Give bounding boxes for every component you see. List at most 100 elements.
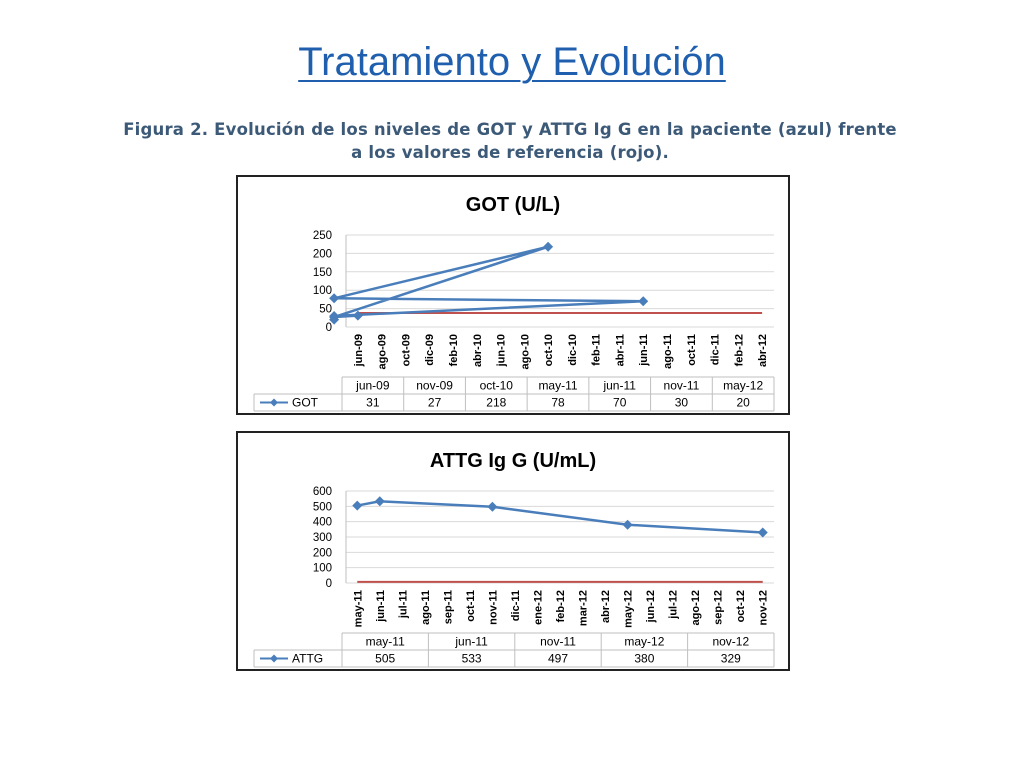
attg-x-tick-label: mar-12 [578,590,590,626]
got-y-tick-label: 250 [313,230,332,242]
attg-x-tick-label: dic-11 [510,590,522,621]
attg-chart: ATTG Ig G (U/mL) 0 100 200 300 400 500 600 may-1… [236,431,790,671]
got-legend-label: GOT [292,396,319,410]
got-table-value: 78 [551,396,565,410]
attg-x-tick-label: jun-11 [375,590,387,623]
attg-x-tick-label: oct-12 [735,590,747,622]
got-y-tick-label: 200 [313,248,332,260]
attg-legend-label: ATTG [292,652,323,666]
got-table-value: 20 [736,396,750,410]
attg-x-tick-label: jul-12 [668,590,680,620]
got-x-tick-label: feb-10 [448,334,460,366]
got-chart-title: GOT (U/L) [466,194,560,216]
got-x-tick-label: oct-09 [400,334,412,366]
got-x-tick-label: dic-09 [424,334,436,366]
attg-table-value: 497 [548,652,568,666]
got-table-header: may-11 [538,379,577,393]
got-data-point [329,314,340,325]
got-x-tick-label: ago-11 [662,334,674,369]
attg-x-tick-label: abr-12 [600,590,612,623]
got-x-tick-label: ago-10 [519,334,531,369]
got-legend-marker [270,398,278,407]
attg-table-value: 505 [375,652,395,666]
attg-table-header: may-11 [366,635,405,649]
got-x-tick-label: dic-10 [567,334,579,366]
attg-table-header: may-12 [624,635,664,649]
got-table-value: 70 [613,396,627,410]
got-data-point [352,310,363,321]
got-data-point [543,241,554,252]
attg-table-value: 380 [634,652,654,666]
attg-table-value: 533 [462,652,482,666]
got-x-tick-label: feb-11 [591,334,603,366]
attg-table-header: nov-11 [540,635,576,649]
attg-data-point [352,500,363,511]
attg-x-tick-label: may-11 [352,590,364,627]
got-table-value: 30 [675,396,689,410]
attg-data-table: may-11 505 jun-11 533 nov-11 497 may-12 380 nov-… [253,632,775,668]
attg-table-header: jun-11 [454,635,488,649]
attg-chart-svg: ATTG Ig G (U/mL) 0 100 200 300 400 500 600 may-1… [253,450,775,668]
got-x-tick-label: jun-09 [353,334,365,367]
figure-caption-line-2: a los valores de referencia (rojo). [351,143,669,162]
attg-x-tick-label: nov-11 [487,590,499,625]
attg-x-tick-label: jun-12 [645,590,657,623]
got-x-tick-label: abr-12 [757,334,769,367]
attg-table-header: nov-12 [712,635,749,649]
got-x-tick-label: dic-11 [710,334,722,365]
attg-data-point [487,501,498,512]
got-x-tick-label: jun-10 [496,334,508,367]
got-table-header: jun-11 [602,379,636,393]
attg-x-tick-label: ago-12 [690,590,702,625]
attg-x-tick-label: sep-12 [713,590,725,625]
got-x-tick-label: ago-09 [377,334,389,369]
got-y-tick-label: 50 [319,304,332,316]
attg-x-tick-label: ene-12 [532,590,544,625]
got-y-tick-label: 0 [326,322,332,334]
got-x-tick-label: oct-10 [543,334,555,366]
got-y-tick-label: 100 [313,285,332,297]
attg-y-tick-label: 500 [313,501,332,513]
got-data-point [329,293,340,304]
attg-y-tick-label: 200 [313,547,332,559]
got-table-header: jun-09 [355,379,390,393]
attg-y-tick-label: 600 [313,486,332,498]
figure-caption-line-1: Figura 2. Evolución de los niveles de GO… [123,120,897,139]
got-chart: GOT (U/L) 0 50 100 150 200 250 jun-09 ago-09 oct-… [236,175,790,415]
got-x-tick-label: abr-11 [614,334,626,366]
attg-x-tick-label: may-12 [623,590,635,628]
got-table-header: oct-10 [480,379,514,393]
attg-data-point [374,496,385,507]
got-data-table: jun-09 31 nov-09 27 oct-10 218 may-11 78 jun-11 7… [253,376,775,412]
got-table-value: 31 [366,396,380,410]
attg-x-tick-label: sep-11 [442,590,454,624]
attg-x-tick-label: oct-11 [465,590,477,622]
attg-legend-marker [270,654,278,663]
got-table-header: nov-09 [416,379,453,393]
got-y-tick-label: 150 [313,267,332,279]
figure-caption: Figura 2. Evolución de los niveles de GO… [110,118,910,164]
got-table-value: 218 [486,396,506,410]
got-table-value: 27 [428,396,442,410]
got-table-header: may-12 [723,379,763,393]
attg-data-point [757,527,768,538]
attg-x-tick-label: feb-12 [555,590,567,622]
attg-table-value: 329 [721,652,741,666]
attg-y-tick-label: 100 [313,563,332,575]
got-chart-svg: GOT (U/L) 0 50 100 150 200 250 jun-09 ago-09 oct-… [253,194,775,412]
got-table-header: nov-11 [664,379,700,393]
attg-chart-title: ATTG Ig G (U/mL) [430,450,596,472]
attg-y-tick-label: 0 [326,578,332,590]
attg-data-point [622,519,633,530]
attg-y-tick-label: 300 [313,532,332,544]
got-data-point [638,296,649,307]
attg-x-tick-label: ago-11 [420,590,432,625]
got-x-tick-label: jun-11 [638,334,650,367]
attg-y-tick-label: 400 [313,517,332,529]
attg-x-tick-label: jul-11 [397,590,409,619]
got-x-tick-label: feb-12 [733,334,745,366]
got-x-tick-label: abr-10 [472,334,484,367]
slide-title: Tratamiento y Evolución [298,40,726,84]
attg-x-tick-label: nov-12 [758,590,770,625]
got-x-tick-label: oct-11 [686,334,698,366]
